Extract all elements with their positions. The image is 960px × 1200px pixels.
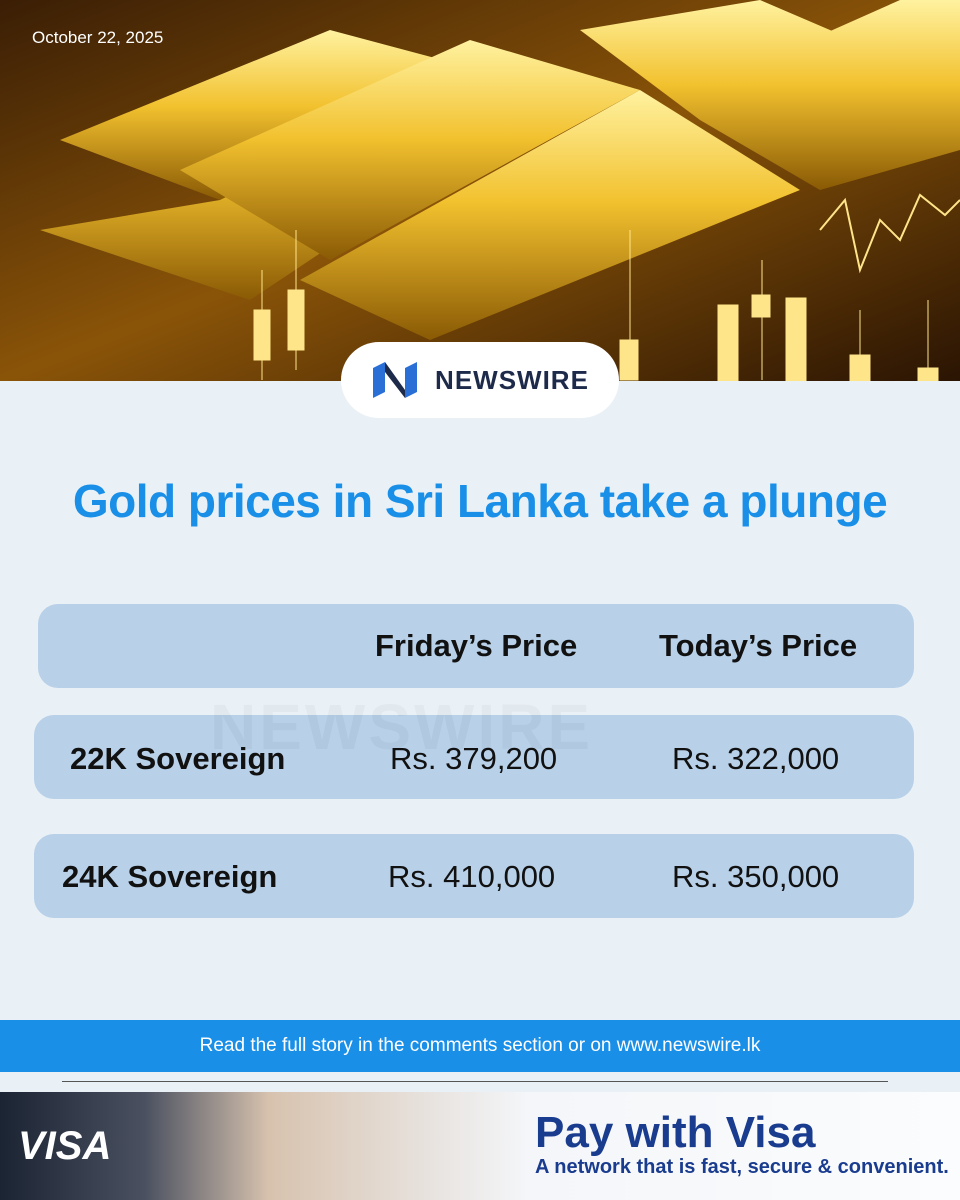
price: Rs. 379,200 [390, 741, 558, 776]
gold-bar [180, 40, 640, 260]
gold-bars [40, 0, 960, 340]
footer-text: Read the full story in the comments sect… [199, 1035, 761, 1056]
price: Rs. 410,000 [388, 859, 556, 894]
table-row [34, 715, 914, 799]
candle [717, 304, 739, 381]
hero-image [0, 0, 960, 381]
table-header-row [38, 604, 914, 688]
brand-name: NEWSWIRE [435, 364, 589, 395]
divider [62, 1081, 888, 1082]
candle [849, 354, 871, 381]
table-row [34, 834, 914, 918]
candle [751, 294, 771, 318]
candle [287, 289, 305, 351]
date: October 22, 2025 [32, 28, 164, 47]
candle [785, 297, 807, 381]
trend-line [819, 193, 960, 274]
candle [253, 309, 271, 361]
candlesticks [253, 193, 960, 381]
ad-title: Pay with Visa [535, 1108, 816, 1157]
row-label: 24K Sovereign [62, 859, 278, 894]
logo-icon [373, 362, 418, 398]
candle [917, 367, 939, 381]
footer-bar: Read the full story in the comments sect… [0, 1020, 960, 1072]
watermark: NEWSWIRE [210, 690, 593, 764]
row-label: 22K Sovereign [70, 741, 286, 776]
gold-bar [60, 30, 480, 200]
column-header: Today’s Price [659, 628, 858, 663]
logo-shape [405, 362, 418, 398]
ad-brand: VISA [18, 1124, 112, 1168]
logo-shape [373, 362, 386, 398]
ad-banner[interactable] [0, 1092, 960, 1200]
gold-bar [720, 0, 960, 190]
candle [619, 339, 639, 381]
logo: NEWSWIRE [341, 342, 619, 418]
headline: Gold prices in Sri Lanka take a plunge [72, 475, 888, 527]
column-header: Friday’s Price [375, 628, 578, 663]
logo-shape [385, 362, 406, 398]
ad-tagline: A network that is fast, secure & conveni… [535, 1156, 949, 1178]
price: Rs. 322,000 [672, 741, 840, 776]
price: Rs. 350,000 [672, 859, 840, 894]
gold-bar [300, 90, 800, 340]
